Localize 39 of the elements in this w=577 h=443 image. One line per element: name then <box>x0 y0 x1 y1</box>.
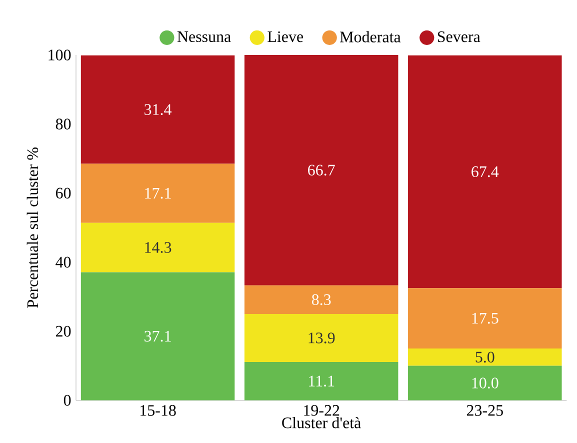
y-axis-title: Percentuale sul cluster % <box>26 148 38 308</box>
bar <box>244 314 398 362</box>
y-tick-label: 60 <box>56 188 71 199</box>
y-tick-label: 100 <box>48 50 71 60</box>
data-label: 37.1 <box>144 330 171 342</box>
bar <box>80 222 235 272</box>
data-label: 17.1 <box>145 188 171 199</box>
y-tick-label: 0 <box>64 394 71 406</box>
y-tick-label: 20 <box>56 326 71 337</box>
data-label: 13.9 <box>308 332 335 344</box>
data-label: 17.5 <box>472 312 498 324</box>
data-label: 8.3 <box>312 294 331 306</box>
bar <box>408 366 562 400</box>
x-tick-label: 23-25 <box>466 405 503 416</box>
data-label: 5.0 <box>476 352 494 363</box>
x-axis-title: Cluster d'età <box>282 416 361 428</box>
x-tick-label: 15-18 <box>140 405 176 416</box>
y-tick-label: 40 <box>56 256 71 268</box>
legend-label: Moderata <box>340 31 401 42</box>
bar <box>244 285 398 314</box>
bar <box>244 362 398 400</box>
data-label: 31.4 <box>144 104 172 115</box>
legend-label: Lieve <box>268 31 304 42</box>
data-label: 67.4 <box>472 166 499 178</box>
data-label: 10.0 <box>472 378 498 389</box>
bar <box>80 272 235 400</box>
y-tick-label: 80 <box>56 118 71 130</box>
bar <box>408 348 562 366</box>
bar <box>244 54 398 286</box>
data-label: 66.7 <box>308 164 335 176</box>
bar <box>408 55 562 288</box>
bar <box>408 288 562 349</box>
x-tick-label: 19-22 <box>304 405 340 416</box>
legend-label: Nessuna <box>177 31 231 42</box>
data-label: 14.3 <box>145 242 172 253</box>
bar <box>80 164 235 223</box>
legend-label: Severa <box>438 31 480 42</box>
bar <box>80 55 235 164</box>
data-label: 11.1 <box>309 376 334 387</box>
